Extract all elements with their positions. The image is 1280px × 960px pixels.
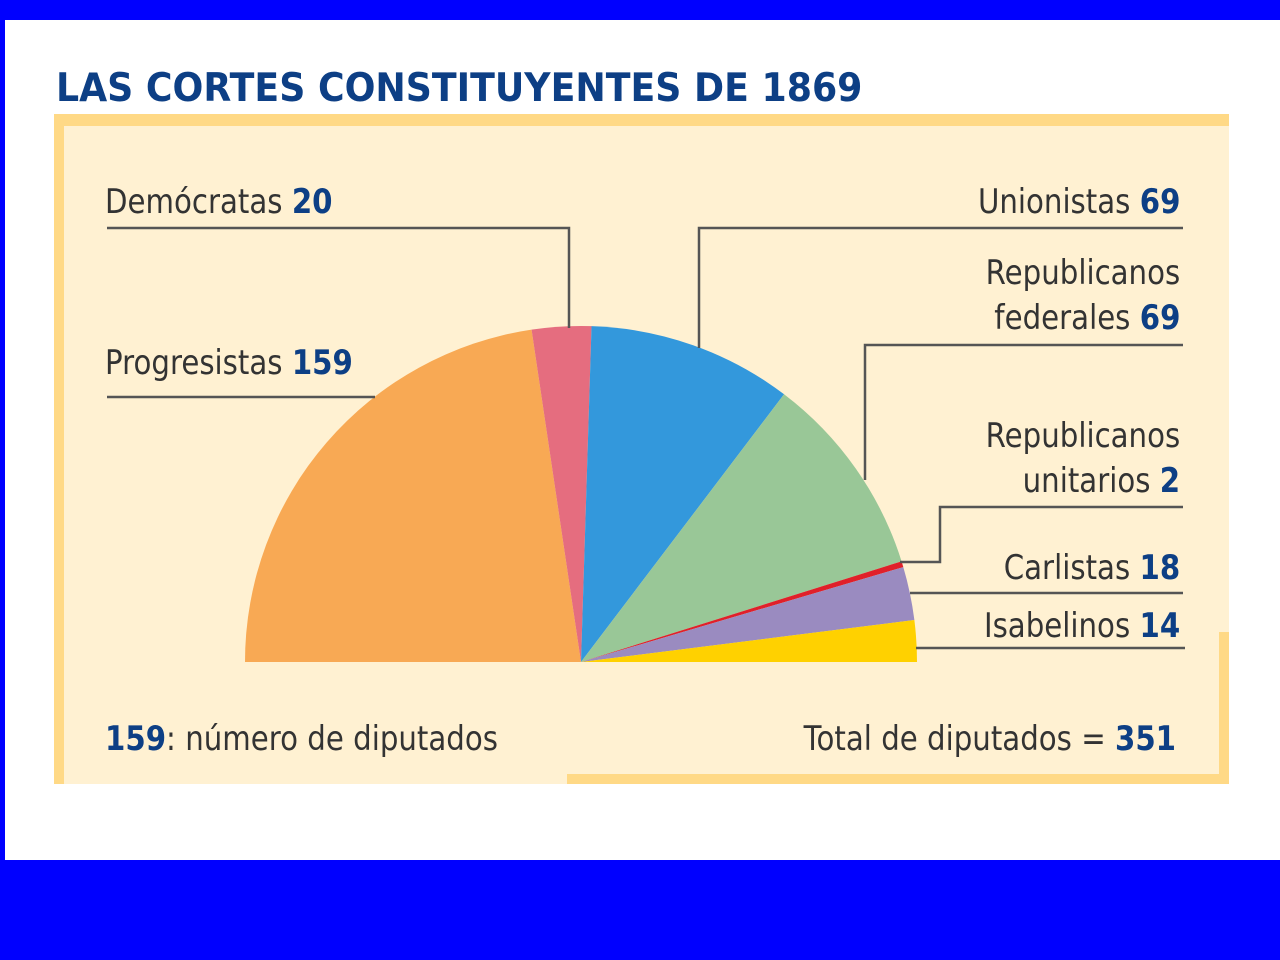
- party-seats: 2: [1159, 461, 1180, 501]
- party-name-line1: Republicanos: [985, 253, 1180, 293]
- label-democratas: Demócratas 20: [105, 180, 333, 224]
- label-carlistas: Carlistas 18: [1004, 546, 1180, 590]
- party-seats: 159: [291, 343, 353, 383]
- panel-frame-left: [54, 114, 64, 784]
- chart-title: LAS CORTES CONSTITUYENTES DE 1869: [56, 66, 863, 111]
- party-name: Progresistas: [105, 343, 283, 383]
- pie-slice-progresistas: [245, 329, 581, 662]
- panel-frame-bottom: [567, 774, 1229, 784]
- party-name: unitarios: [1022, 461, 1151, 501]
- party-name: Demócratas: [105, 182, 283, 222]
- label-unionistas: Unionistas 69: [978, 180, 1180, 224]
- panel-frame-right: [1219, 632, 1229, 784]
- label-rep-unitarios: unitarios 2: [1022, 459, 1180, 503]
- label-progresistas: Progresistas 159: [105, 341, 353, 385]
- party-seats: 20: [291, 182, 333, 222]
- leader-line-democratas: [107, 226, 571, 328]
- legend-note: 159: número de diputados: [105, 717, 498, 761]
- leader-lines: [107, 226, 1185, 650]
- label-rep-federales: federales 69: [994, 296, 1180, 340]
- label-isabelinos: Isabelinos 14: [984, 604, 1180, 648]
- party-name-line1: Republicanos: [985, 416, 1180, 456]
- total-note: Total de diputados = 351: [804, 717, 1176, 761]
- legend-text: : número de diputados: [166, 719, 498, 759]
- party-name: Unionistas: [977, 182, 1130, 222]
- party-name: federales: [993, 298, 1130, 338]
- leader-line-unionistas: [697, 226, 1183, 348]
- party-name: Carlistas: [1003, 548, 1130, 588]
- party-seats: 69: [1139, 182, 1180, 222]
- leader-line-rep-federales: [863, 343, 1183, 480]
- party-seats: 18: [1139, 548, 1180, 588]
- total-text: Total de diputados =: [803, 719, 1115, 759]
- leader-line-rep-unitarios: [900, 505, 1183, 564]
- pie-slice-demócratas: [531, 325, 592, 662]
- panel-frame-top: [54, 114, 1229, 126]
- label-rep-unitarios-line1: Republicanos: [985, 414, 1180, 458]
- party-seats: 14: [1139, 606, 1180, 646]
- pie-slice-unionistas: [581, 326, 785, 662]
- pie-slice-republicanos-federales: [581, 394, 902, 662]
- pie-slices: [245, 325, 917, 662]
- pie-slice-isabelinos: [581, 620, 917, 662]
- party-seats: 69: [1139, 298, 1180, 338]
- total-value: 351: [1114, 719, 1176, 759]
- label-rep-federales-line1: Republicanos: [985, 251, 1180, 295]
- pie-slice-republicanos-unitarios: [581, 561, 904, 662]
- legend-number: 159: [105, 719, 167, 759]
- party-name: Isabelinos: [983, 606, 1130, 646]
- pie-slice-carlistas: [581, 567, 915, 662]
